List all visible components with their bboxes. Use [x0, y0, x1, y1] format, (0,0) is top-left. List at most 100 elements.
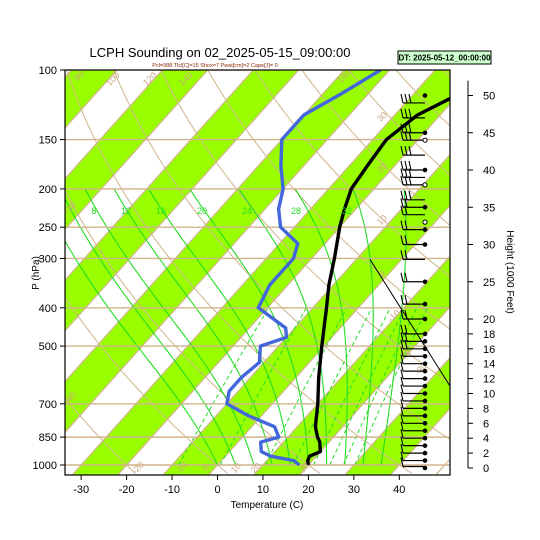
wind-barb [400, 369, 425, 380]
isotherm-label: 0 [201, 463, 212, 474]
wind-barb-flag [400, 369, 404, 379]
height-tick-label: 4 [483, 433, 489, 445]
wind-level-dot [422, 316, 428, 322]
dry-adiabat [65, 296, 228, 474]
wind-level-dot [422, 443, 428, 448]
moist-adiabat [238, 188, 328, 465]
x-tick-label: 40 [393, 484, 405, 496]
moist-adiabat [84, 188, 255, 466]
skewed-isotherms [65, 70, 450, 475]
mixing-ratio-label: 24 [242, 206, 252, 216]
height-tick-label: 30 [483, 240, 495, 252]
wind-level-dot [422, 353, 428, 359]
isotherm-line [71, 70, 436, 475]
wind-barb [400, 272, 425, 283]
wind-barb [400, 123, 425, 134]
wind-level-dot [422, 130, 428, 136]
wind-level-dot [422, 346, 428, 352]
wind-level-open-dot [422, 137, 428, 143]
y-tick-label: 500 [39, 341, 57, 353]
wind-barb [400, 362, 425, 372]
wind-level-dot [422, 279, 428, 285]
height-tick-label: 14 [483, 359, 495, 371]
height-tick-label: 2 [483, 448, 489, 460]
wind-barb-flag [400, 175, 404, 186]
wind-barb-flag [408, 93, 412, 104]
y-tick-label: 150 [39, 135, 57, 147]
wind-level-dot [422, 227, 428, 232]
wind-level-dot [422, 93, 428, 98]
wind-barb-flag [404, 250, 408, 260]
x-tick-label: 0 [214, 484, 220, 496]
wind-barb [400, 309, 425, 320]
moist-adiabat [352, 188, 374, 466]
chart-subtitle: Pcl=988 Tlcl[C]=15 Shox=7 Pwat[cm]=2 Cap… [152, 63, 277, 69]
wind-barb [400, 451, 425, 462]
y-tick-label: 200 [39, 184, 57, 196]
isotherm-line [162, 153, 450, 475]
wind-barb-flag [400, 309, 404, 320]
wind-barb-flag [400, 168, 404, 178]
wind-level-dot [422, 204, 428, 210]
moist-adiabat [294, 188, 348, 465]
height-tick-label: 50 [483, 91, 495, 103]
wind-barb [400, 93, 425, 104]
isotherm-label: -20 [130, 460, 146, 476]
plot-axes [64, 69, 451, 476]
wind-barb-flag [400, 190, 404, 200]
moist-adiabat [380, 188, 407, 466]
wind-barb-flag [404, 108, 408, 118]
height-tick-label: 0 [483, 463, 489, 475]
adiabat-label: 30 [375, 110, 389, 124]
y2-axis-label: Height (1000 Feet) [504, 230, 515, 313]
y-tick-label: 250 [39, 222, 57, 234]
wind-level-dot [422, 428, 428, 434]
wind-level-dot [422, 413, 428, 419]
dry-adiabat [65, 189, 320, 474]
wind-barb-flag [400, 457, 404, 467]
x-axis-label: Temperature (C) [231, 500, 304, 511]
wind-barb-flag [400, 123, 404, 133]
dry-adiabat [528, 61, 540, 473]
y-tick-label: 1000 [33, 460, 57, 472]
wind-barb-flag [408, 108, 412, 118]
wind-barb-flag [400, 376, 404, 387]
wind-barb-flag [404, 272, 408, 282]
wind-barb [400, 457, 425, 468]
dry-adiabat [65, 397, 136, 474]
wind-barb-flag [404, 93, 408, 104]
wind-barb [400, 436, 425, 447]
wind-barb-flag [400, 436, 404, 446]
wind-barb-flag [400, 443, 404, 454]
y-tick-label: 850 [39, 432, 57, 444]
mixing-ratio-label: 12 [121, 206, 131, 216]
wind-barb-flag [400, 294, 404, 305]
height-tick-label: 40 [483, 165, 495, 177]
height-tick-label: 16 [483, 344, 495, 356]
dry-adiabats [65, 61, 540, 474]
mixing-ratio-label: 28 [291, 206, 301, 216]
x-tick-label: 30 [348, 484, 360, 496]
wind-barb-flag [404, 294, 408, 305]
wind-barb-flag [400, 354, 404, 364]
wind-barb-flag [404, 324, 408, 335]
wind-barb-flag [400, 250, 404, 260]
wind-barb-flag [400, 429, 404, 439]
wind-barb [400, 160, 425, 171]
wind-level-dot [422, 368, 428, 374]
wind-barb-flag [404, 160, 408, 171]
wind-level-dot [422, 242, 428, 247]
wind-level-dot [422, 331, 428, 337]
wind-level-dot [422, 361, 428, 367]
wind-barb [400, 429, 425, 439]
wind-barb [400, 391, 425, 402]
dry-adiabat [254, 70, 450, 278]
wind-level-open-dot [422, 219, 428, 225]
isotherm-line [344, 356, 450, 475]
wind-level-dot [422, 383, 428, 389]
isotherm-line [65, 70, 300, 332]
mixing-ratio-label: 32 [342, 206, 352, 216]
mixing-ratio-label: 16 [156, 206, 166, 216]
wind-barb [400, 108, 425, 119]
